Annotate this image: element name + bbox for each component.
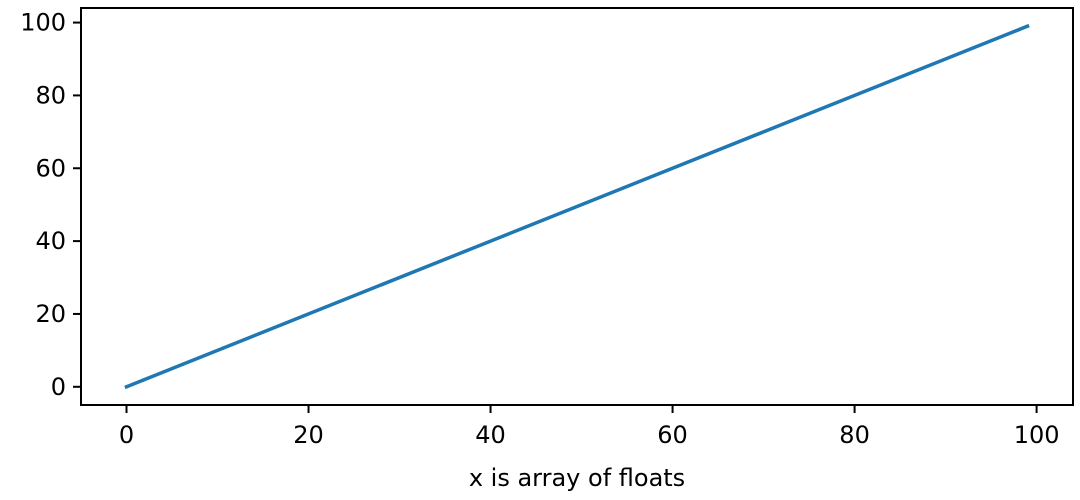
x-tick-label: 0 (119, 421, 134, 449)
plot-frame (80, 7, 1074, 406)
y-tick-label: 100 (20, 9, 66, 37)
y-tick-label: 20 (35, 300, 66, 328)
y-tick-label: 0 (51, 373, 66, 401)
x-tick-label: 40 (475, 421, 506, 449)
x-tick-label: 60 (657, 421, 688, 449)
x-tick-label: 20 (293, 421, 324, 449)
y-tick-label: 80 (35, 81, 66, 109)
ticks-layer: 0 20 40 60 80 100 0 20 40 60 80 100 (20, 9, 1059, 449)
series-line (124, 23, 1030, 390)
x-axis-label: x is array of floats (469, 464, 685, 492)
series-layer (124, 23, 1030, 390)
y-tick-label: 40 (35, 227, 66, 255)
x-tick-label: 80 (839, 421, 870, 449)
y-tick-label: 60 (35, 154, 66, 182)
x-tick-label: 100 (1014, 421, 1060, 449)
